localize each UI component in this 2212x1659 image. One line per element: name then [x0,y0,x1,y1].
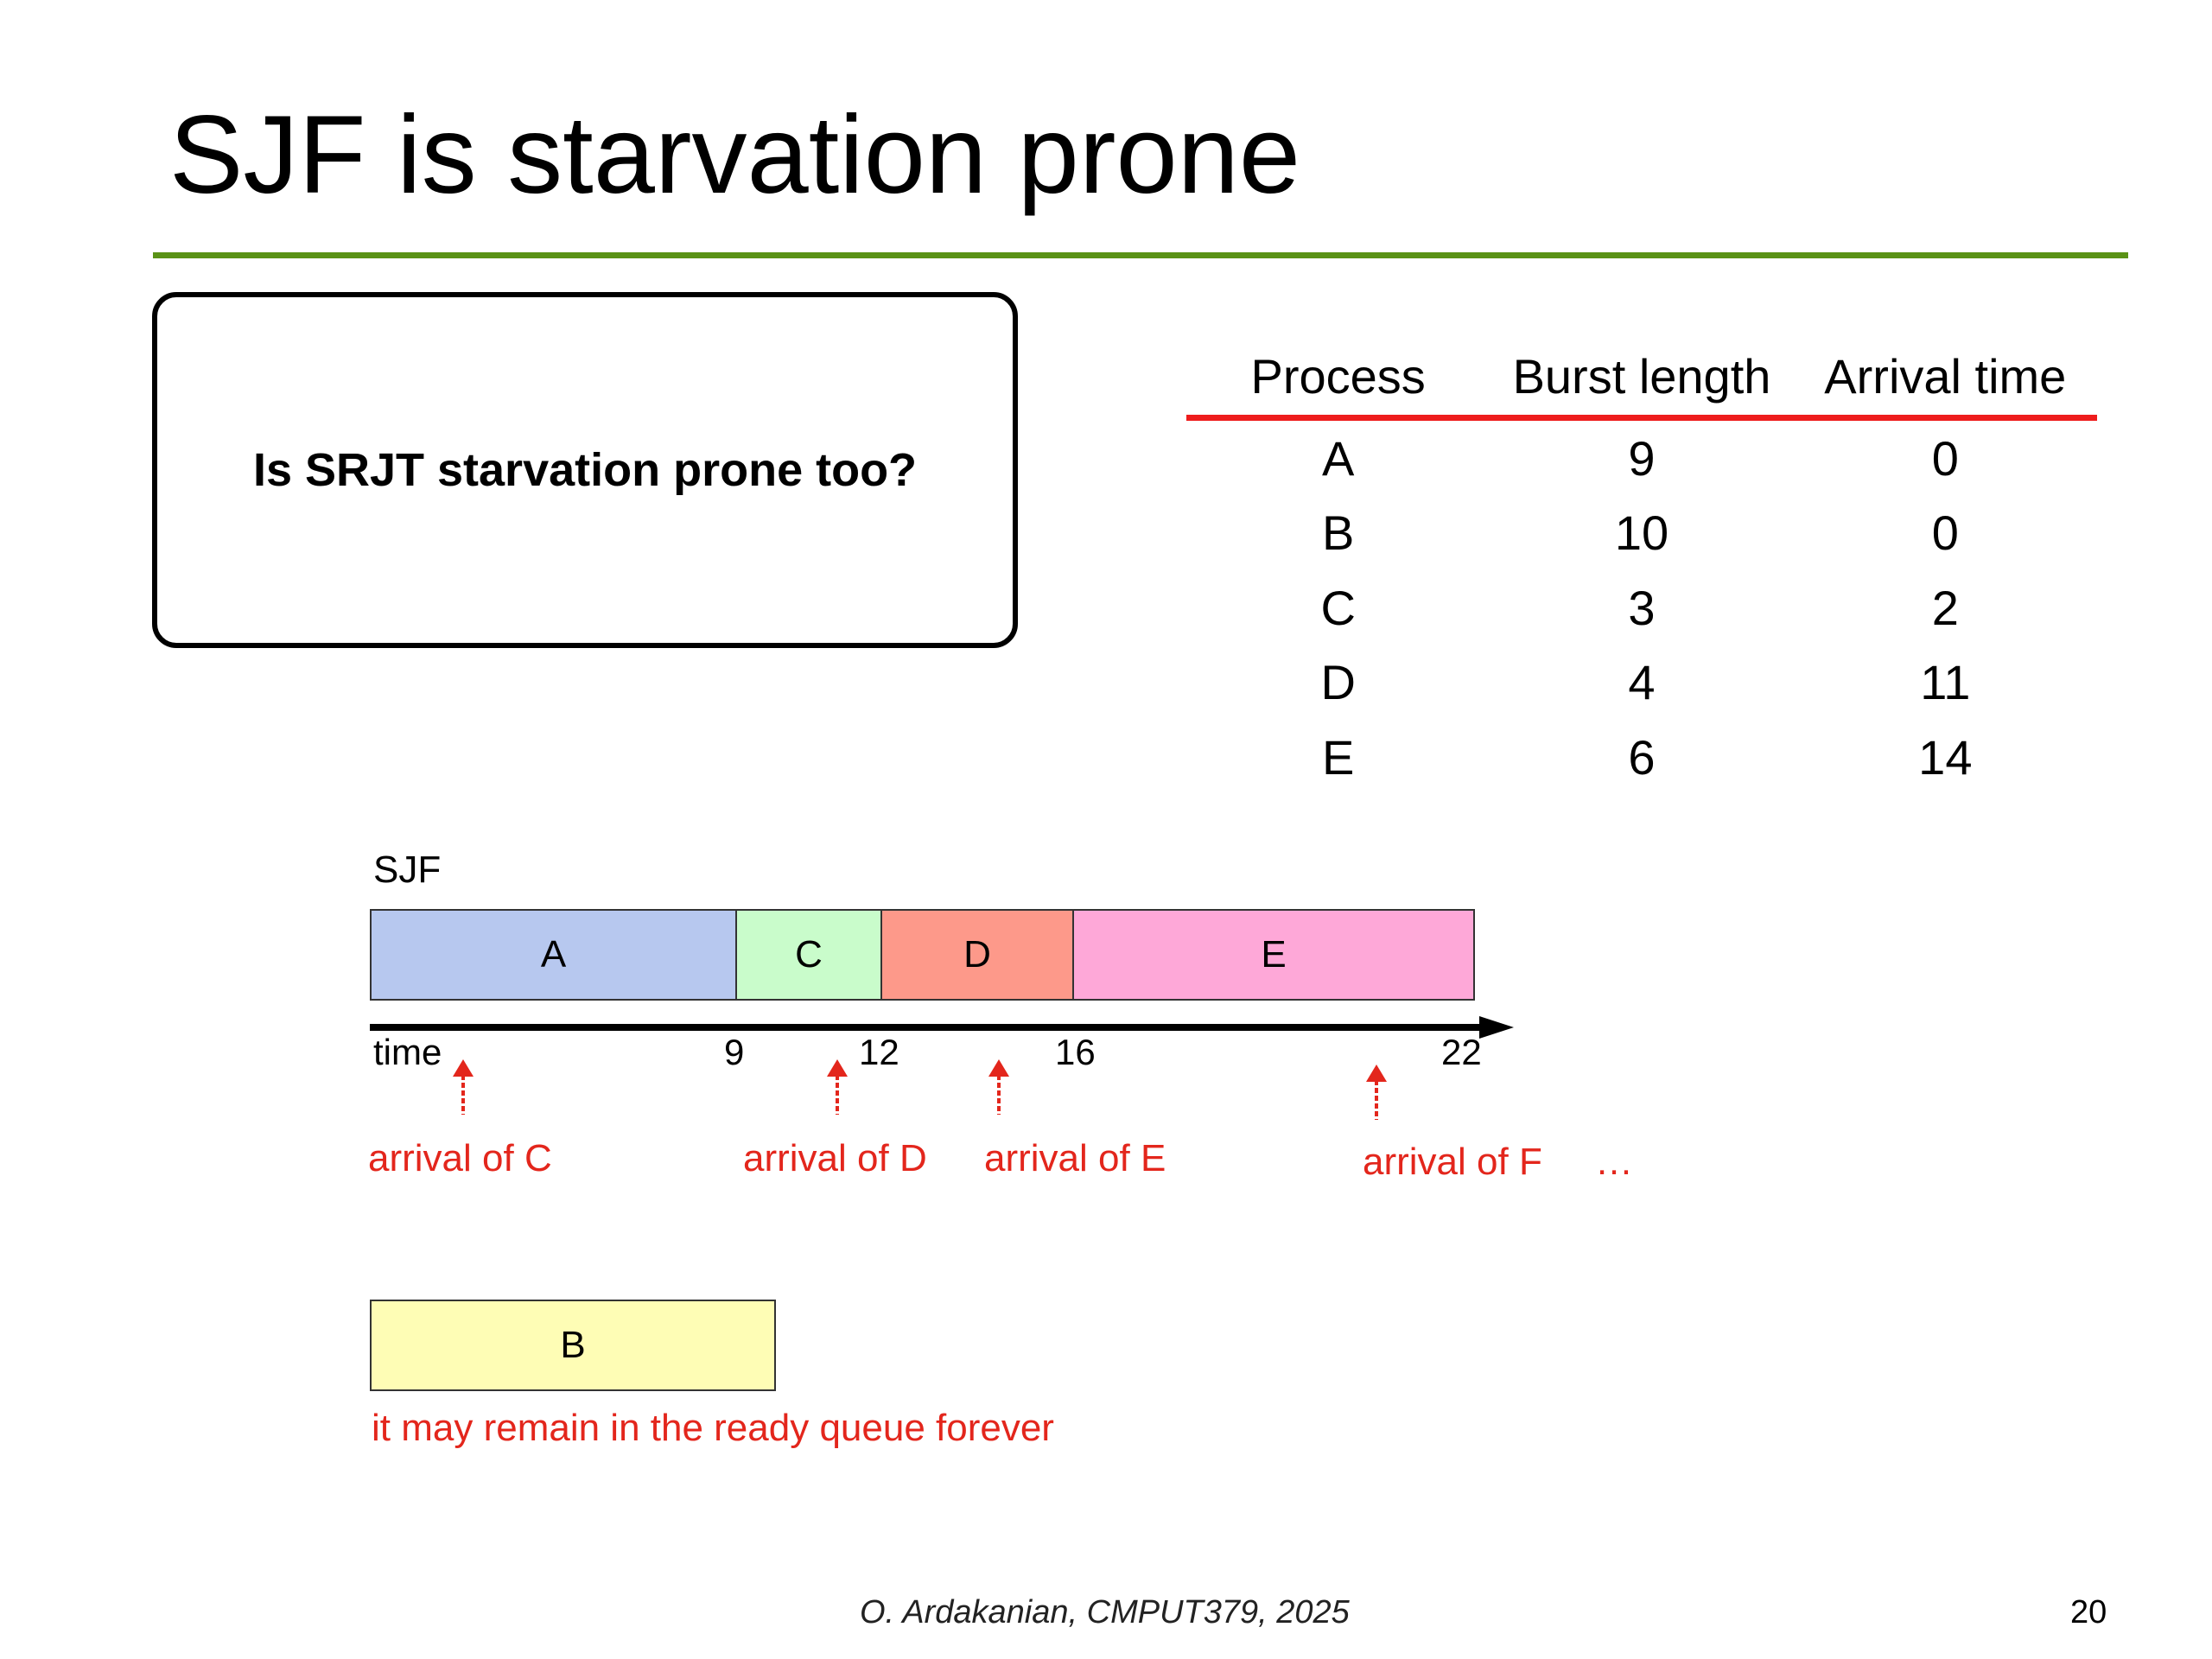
gantt-segment-c: C [737,909,882,1001]
arrow-up-icon [1366,1065,1387,1120]
header-burst-length: Burst length [1512,348,1771,404]
tick-22: 22 [1441,1032,1482,1072]
gantt-segment-a: A [370,909,737,1001]
table-row: B 10 0 [1186,496,2097,571]
header-arrival-time: Arrival time [1824,348,2067,404]
cell-process: C [1320,580,1356,635]
arrow-up-icon [453,1059,474,1115]
cell-process: D [1320,655,1356,710]
cell-burst: 4 [1628,655,1656,710]
arrival-label-d: arrival of D [743,1137,927,1179]
tick-9: 9 [724,1032,745,1072]
cell-arrival: 11 [1920,655,1971,710]
process-table: Process Burst length Arrival time A 9 0 … [1186,337,2097,795]
arrow-up-icon [827,1059,848,1115]
time-axis [370,1024,1484,1031]
time-axis-arrowhead [1479,1016,1514,1039]
cell-arrival: 2 [1931,580,1959,635]
cell-burst: 6 [1628,729,1656,785]
cell-burst: 10 [1614,505,1669,561]
question-text: Is SRJT starvation prone too? [252,444,918,496]
arrival-label-c: arrival of C [368,1137,552,1179]
question-box: Is SRJT starvation prone too? [152,292,1018,648]
gantt-chart: A C D E [370,909,1475,1001]
gantt-segment-d: D [882,909,1074,1001]
table-row: C 3 2 [1186,570,2097,645]
cell-burst: 9 [1628,430,1656,486]
cell-process: B [1321,505,1355,561]
cell-burst: 3 [1628,580,1656,635]
page-number: 20 [2070,1594,2107,1630]
arrival-label-f: arrival of F [1363,1141,1542,1183]
arrow-up-icon [988,1059,1009,1115]
starvation-note: it may remain in the ready queue forever [372,1407,1054,1449]
ellipsis: … [1595,1141,1633,1183]
cell-arrival: 14 [1918,729,1973,785]
table-row: A 9 0 [1186,421,2097,496]
table-row: E 6 14 [1186,720,2097,795]
footer-credit: O. Ardakanian, CMPUT379, 2025 [860,1594,1350,1630]
arrival-label-e: arrival of E [984,1137,1166,1179]
cell-arrival: 0 [1931,430,1959,486]
tick-16: 16 [1055,1032,1096,1072]
cell-process: A [1321,430,1355,486]
table-row: D 4 11 [1186,645,2097,721]
slide-title: SJF is starvation prone [169,93,1300,217]
gantt-segment-e: E [1074,909,1475,1001]
axis-label-time: time [373,1032,442,1072]
header-process: Process [1250,348,1426,404]
table-header-row: Process Burst length Arrival time [1186,337,2097,415]
gantt-label: SJF [373,849,442,891]
tick-12: 12 [859,1032,899,1072]
waiting-process-b: B [370,1300,776,1391]
cell-arrival: 0 [1931,505,1959,561]
cell-process: E [1321,729,1355,785]
title-divider [153,252,2128,258]
table-header-rule [1186,415,2097,421]
